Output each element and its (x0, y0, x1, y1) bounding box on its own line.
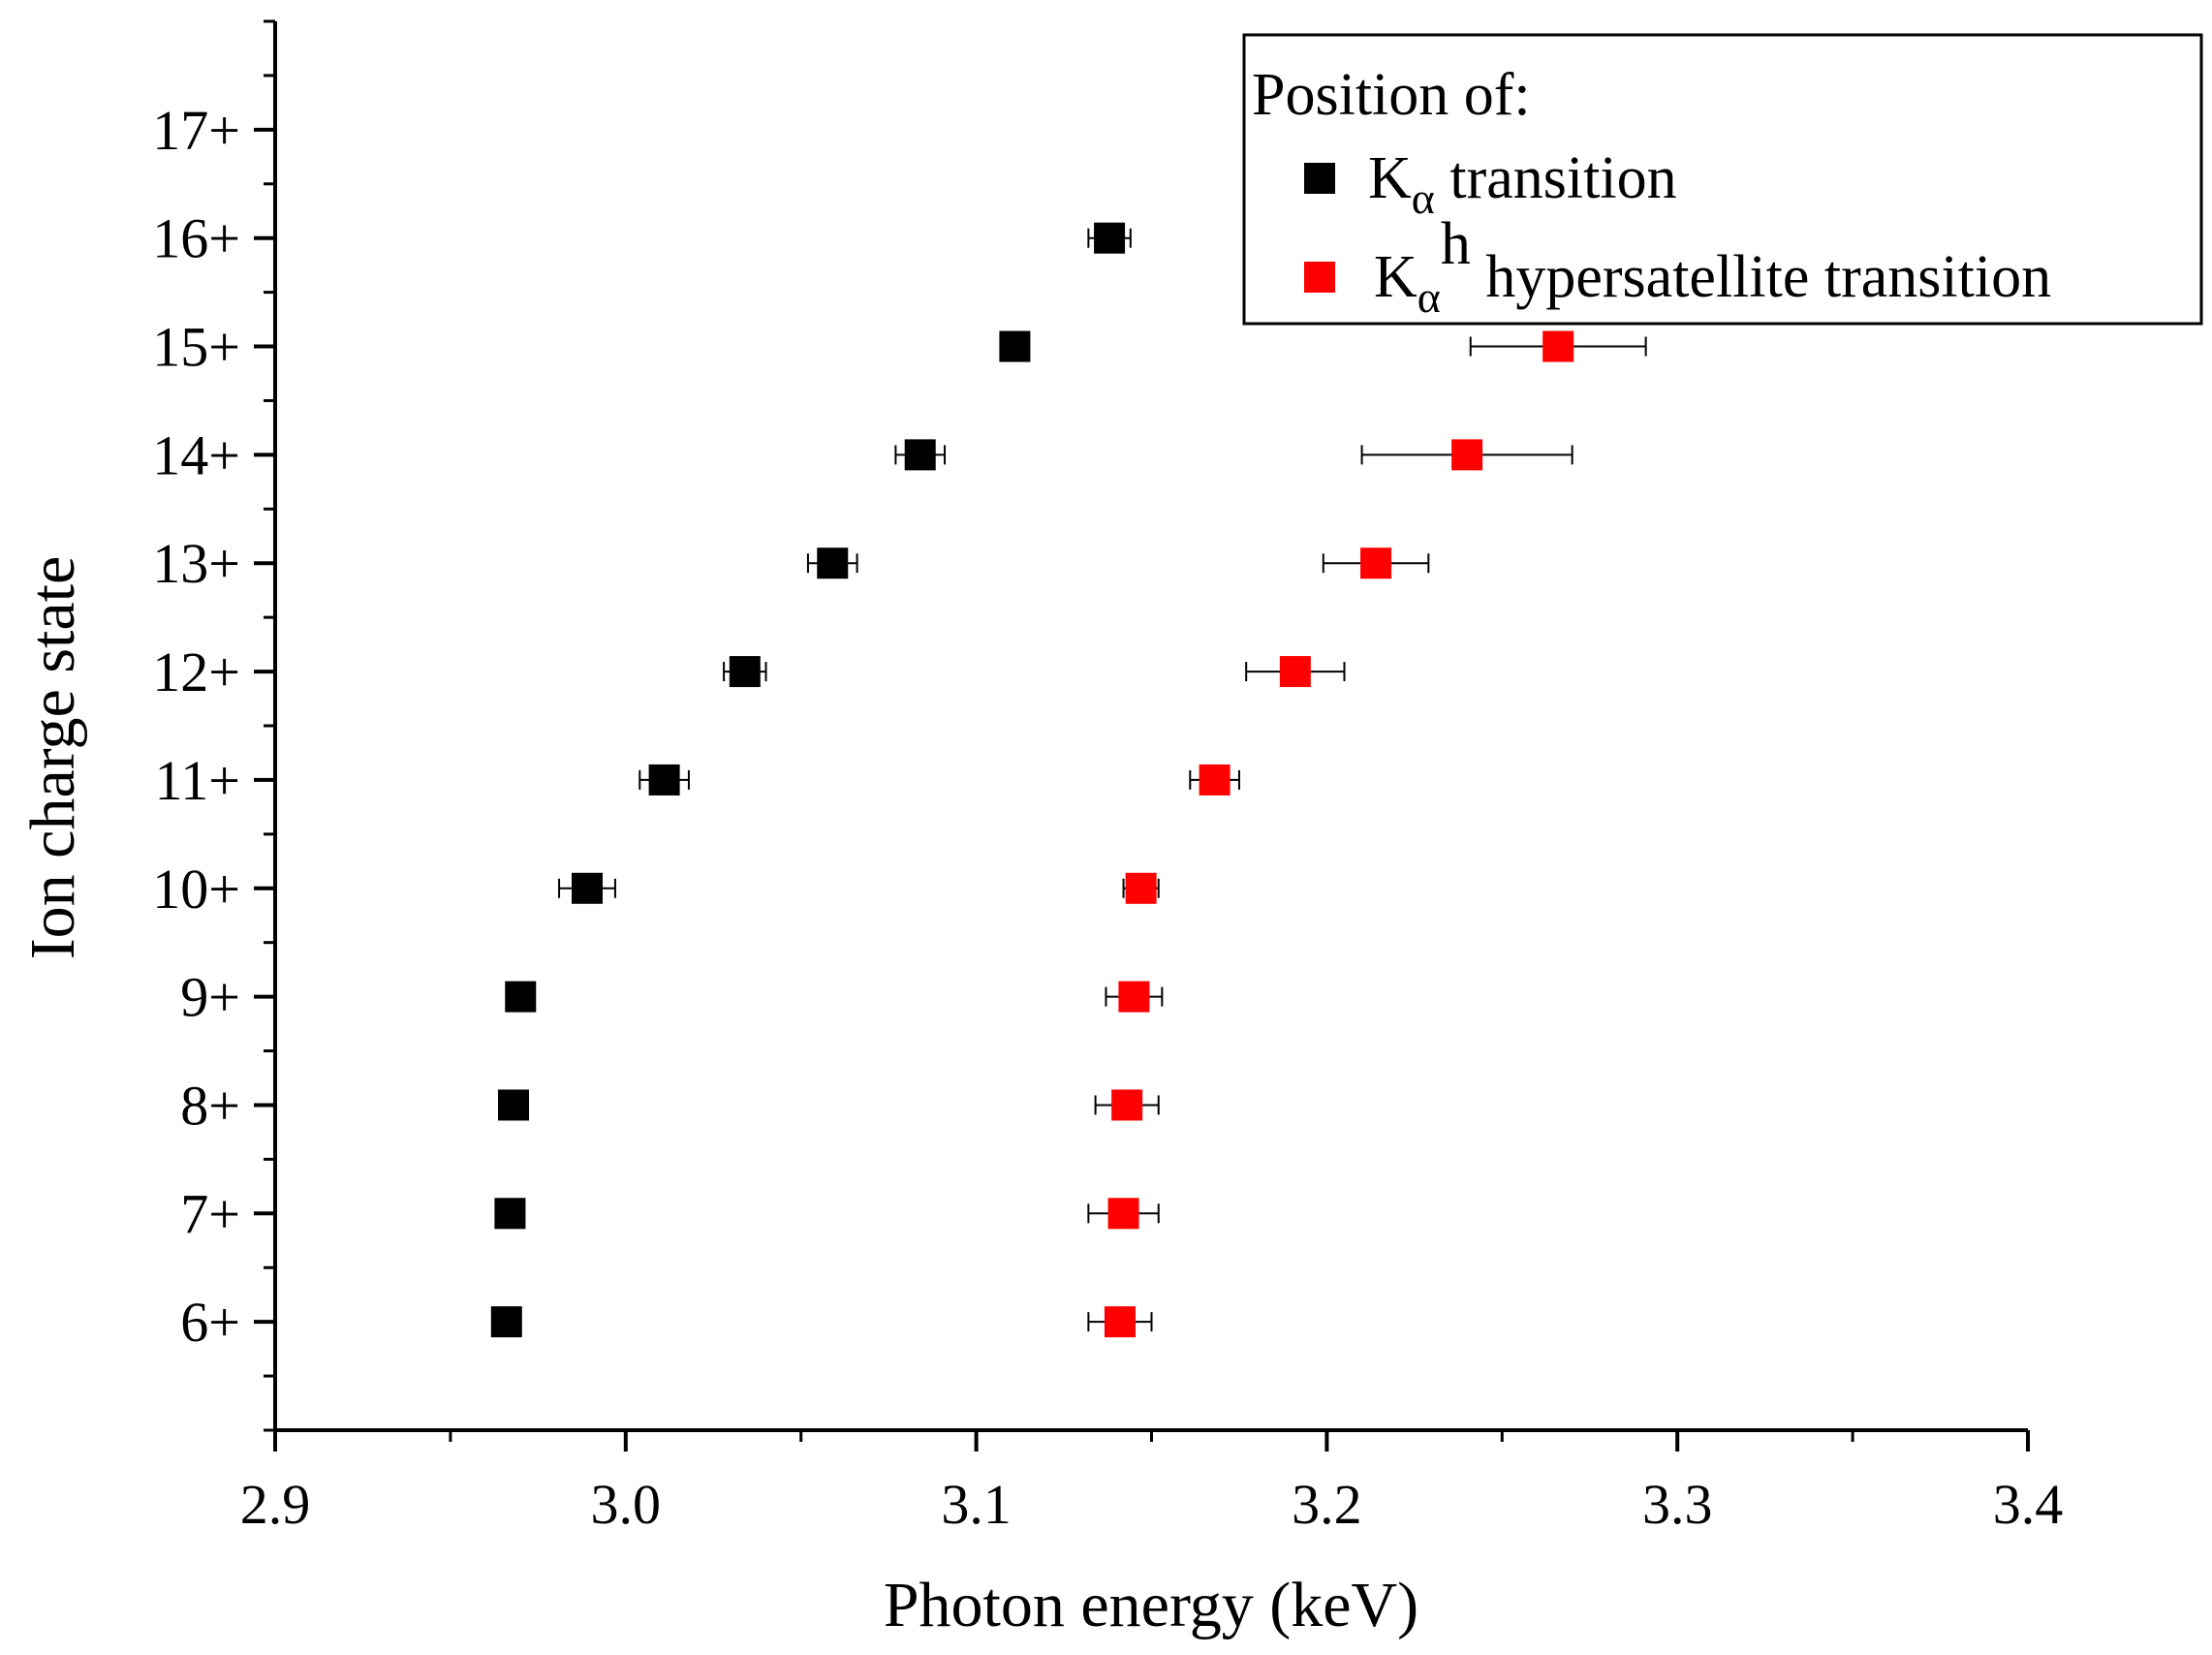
x-tick-label: 3.1 (941, 1473, 1012, 1536)
x-tick-label: 3.2 (1292, 1473, 1362, 1536)
legend-marker-kalpha-h (1304, 262, 1335, 293)
legend-box (1242, 33, 2203, 326)
data-point (817, 547, 849, 579)
legend-kalpha-text: transition (1435, 145, 1677, 211)
x-axis-title: Photon energy (keV) (884, 1570, 1418, 1640)
legend-title: Position of: (1252, 62, 1531, 128)
legend-kalpha-sub: α (1412, 173, 1435, 223)
y-tick-label: 11+ (154, 749, 240, 812)
y-tick-label: 7+ (180, 1182, 240, 1245)
y-tick-label: 9+ (180, 966, 240, 1029)
y-tick-label: 13+ (152, 532, 240, 595)
legend: Position of: Kα transition Kαh hypersate… (1242, 33, 2203, 326)
data-point (1125, 872, 1157, 904)
y-ticks: 6+ 7+ 8+ 9+ 10+ 11+ 12+ 13+ 14+ 15+ 16+ 17+ (152, 19, 275, 1432)
y-tick-label: 6+ (180, 1291, 240, 1354)
legend-marker-kalpha (1304, 163, 1335, 194)
data-point (498, 1089, 530, 1121)
data-point (1107, 1198, 1139, 1230)
legend-kalpha-h-sup: h (1441, 211, 1471, 277)
legend-label-kalpha-h: Kαh hypersatellite transition (1374, 211, 2051, 322)
data-point (1360, 547, 1392, 579)
data-point (1279, 656, 1311, 688)
legend-label-kalpha: Kα transition (1368, 145, 1677, 223)
data-point (1094, 222, 1126, 254)
data-point (999, 330, 1031, 362)
legend-kalpha-main: K (1368, 145, 1412, 211)
y-tick-label: 16+ (152, 207, 240, 270)
legend-kalpha-h-sub: α (1418, 272, 1441, 322)
y-tick-label: 10+ (152, 858, 240, 921)
data-point (1111, 1089, 1143, 1121)
data-point (1199, 764, 1231, 796)
data-point (1104, 1306, 1136, 1338)
data-point (572, 872, 604, 904)
x-tick-label: 3.0 (591, 1473, 662, 1536)
y-tick-label: 14+ (152, 423, 240, 486)
series-layer (490, 113, 1767, 1338)
data-point (494, 1198, 526, 1230)
data-point (729, 656, 761, 688)
y-tick-label: 12+ (152, 640, 240, 703)
x-ticks: 2.9 3.0 3.1 3.2 3.3 3.4 (240, 1430, 2064, 1536)
data-point (904, 439, 936, 471)
data-point (1542, 330, 1574, 362)
data-point (648, 764, 680, 796)
x-tick-label: 2.9 (240, 1473, 311, 1536)
legend-kalpha-h-main: K (1374, 244, 1418, 310)
legend-kalpha-h-text: hypersatellite transition (1471, 244, 2051, 310)
x-tick-label: 3.4 (1993, 1473, 2064, 1536)
x-tick-label: 3.3 (1642, 1473, 1713, 1536)
y-tick-label: 15+ (152, 316, 240, 379)
y-tick-label: 8+ (180, 1074, 240, 1137)
y-axis-title: Ion charge state (17, 556, 88, 960)
series-0 (490, 222, 1132, 1338)
y-tick-label: 17+ (152, 99, 240, 162)
data-point (1118, 981, 1150, 1013)
data-point (1451, 439, 1483, 471)
data-point (490, 1306, 522, 1338)
data-point (505, 981, 537, 1013)
